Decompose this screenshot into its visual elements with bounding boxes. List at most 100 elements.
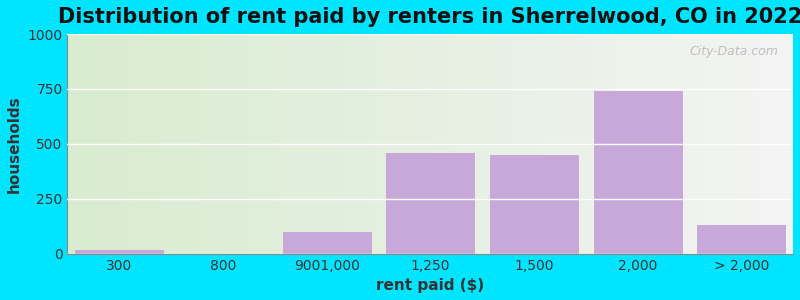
Bar — [126, 34, 133, 254]
Bar — [329, 34, 336, 254]
Bar — [786, 34, 793, 254]
Bar — [697, 225, 786, 254]
Bar — [111, 34, 118, 254]
Bar — [314, 34, 322, 254]
Bar — [97, 34, 104, 254]
X-axis label: rent paid ($): rent paid ($) — [376, 278, 484, 293]
Bar — [162, 34, 169, 254]
Bar — [582, 34, 590, 254]
Bar — [234, 34, 242, 254]
Bar — [594, 91, 682, 254]
Bar — [285, 34, 293, 254]
Bar — [554, 34, 561, 254]
Bar — [605, 34, 612, 254]
Bar — [626, 34, 634, 254]
Bar — [176, 34, 183, 254]
Bar — [343, 34, 350, 254]
Bar — [133, 34, 140, 254]
Bar — [386, 34, 394, 254]
Bar — [118, 34, 126, 254]
Bar — [75, 250, 163, 254]
Bar — [750, 34, 757, 254]
Bar — [490, 155, 578, 254]
Bar — [670, 34, 677, 254]
Text: City-Data.com: City-Data.com — [690, 45, 778, 58]
Bar — [757, 34, 764, 254]
Bar — [263, 34, 270, 254]
Bar — [691, 34, 698, 254]
Bar — [539, 34, 546, 254]
Bar — [75, 250, 163, 254]
Bar — [394, 34, 402, 254]
Bar — [386, 153, 474, 253]
Bar — [249, 34, 256, 254]
Bar — [714, 34, 721, 254]
Bar — [619, 34, 626, 254]
Bar — [568, 34, 575, 254]
Bar — [546, 34, 554, 254]
Bar — [594, 91, 682, 254]
Bar — [300, 34, 307, 254]
Bar — [452, 34, 459, 254]
Bar — [495, 34, 503, 254]
Bar — [706, 34, 714, 254]
Bar — [169, 34, 176, 254]
Bar — [488, 34, 495, 254]
Bar — [735, 34, 742, 254]
Bar — [256, 34, 263, 254]
Bar — [764, 34, 771, 254]
Bar — [386, 153, 474, 253]
Bar — [481, 34, 488, 254]
Bar — [771, 34, 778, 254]
Bar — [742, 34, 750, 254]
Bar — [466, 34, 474, 254]
Bar — [728, 34, 735, 254]
Bar — [282, 232, 370, 253]
Bar — [67, 34, 74, 254]
Bar — [220, 34, 227, 254]
Bar — [154, 34, 162, 254]
Bar — [518, 34, 525, 254]
Y-axis label: households: households — [7, 95, 22, 193]
Bar — [721, 34, 728, 254]
Bar — [490, 155, 578, 254]
Bar — [82, 34, 90, 254]
Bar — [206, 34, 213, 254]
Bar — [227, 34, 234, 254]
Bar — [336, 34, 343, 254]
Bar — [423, 34, 430, 254]
Bar — [140, 34, 147, 254]
Bar — [684, 34, 691, 254]
Bar — [430, 34, 438, 254]
Bar — [242, 34, 249, 254]
Bar — [438, 34, 445, 254]
Bar — [698, 34, 706, 254]
Bar — [445, 34, 452, 254]
Bar — [648, 34, 655, 254]
Title: Distribution of rent paid by renters in Sherrelwood, CO in 2022: Distribution of rent paid by renters in … — [58, 7, 800, 27]
Bar — [74, 34, 82, 254]
Bar — [416, 34, 423, 254]
Bar — [778, 34, 786, 254]
Bar — [183, 34, 191, 254]
Bar — [270, 34, 278, 254]
Bar — [503, 34, 510, 254]
Bar — [213, 34, 220, 254]
Bar — [90, 34, 97, 254]
Bar — [655, 34, 662, 254]
Bar — [525, 34, 532, 254]
Bar — [532, 34, 539, 254]
Bar — [191, 34, 198, 254]
Bar — [322, 34, 329, 254]
Bar — [590, 34, 597, 254]
Bar — [575, 34, 582, 254]
Bar — [282, 232, 370, 253]
Bar — [634, 34, 641, 254]
Bar — [612, 34, 619, 254]
Bar — [293, 34, 300, 254]
Bar — [365, 34, 372, 254]
Bar — [459, 34, 466, 254]
Bar — [104, 34, 111, 254]
Bar — [409, 34, 416, 254]
Bar — [358, 34, 365, 254]
